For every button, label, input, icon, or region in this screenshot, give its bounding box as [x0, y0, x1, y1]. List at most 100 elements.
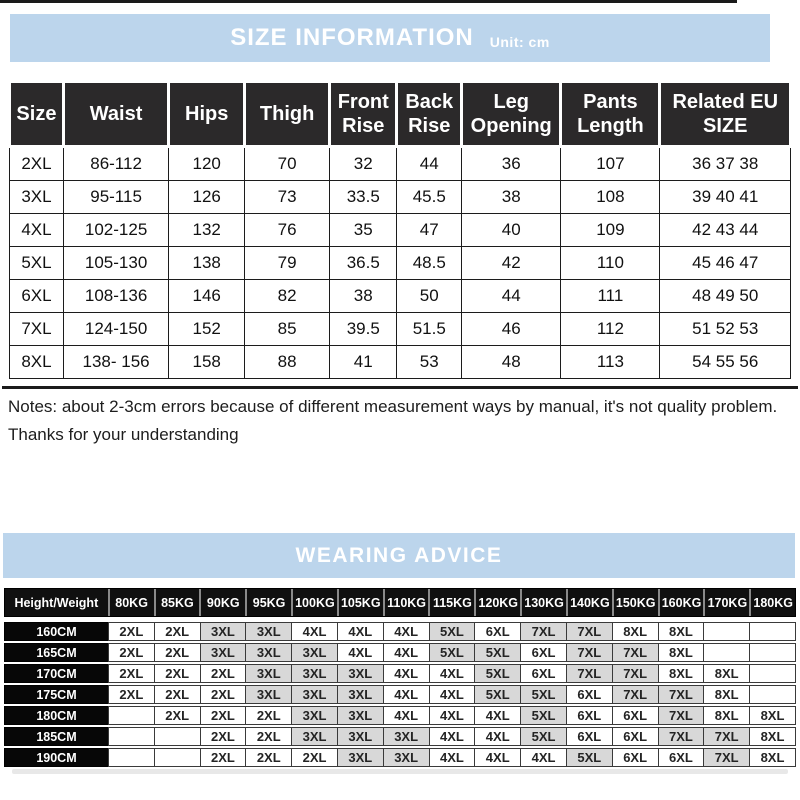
- size-label-cell: 4XL: [9, 213, 64, 247]
- wearing-size-cell: 7XL: [611, 685, 659, 704]
- size-value-cell: 54 55 56: [659, 345, 791, 379]
- wearing-size-cell: 3XL: [291, 706, 338, 725]
- size-value-cell: 36 37 38: [659, 146, 791, 181]
- weight-column-header: 130KG: [522, 589, 568, 616]
- size-column-header: Hips: [167, 80, 247, 148]
- size-value-cell: 95-115: [62, 180, 170, 214]
- wearing-size-cell: 5XL: [474, 664, 522, 683]
- size-table-row: 8XL 138- 156 158 88 41 53 48 113 54 55 56: [9, 345, 791, 379]
- size-value-cell: 39.5: [329, 312, 398, 346]
- wearing-size-cell: 7XL: [657, 727, 705, 746]
- weight-column-header: 180KG: [753, 595, 793, 610]
- size-table-row: 6XL 108-136 146 82 38 50 44 111 48 49 50: [9, 279, 791, 313]
- size-value-cell: 110: [560, 246, 661, 280]
- wearing-size-cell: 5XL: [520, 685, 567, 704]
- wearing-size-cell: 2XL: [153, 622, 201, 641]
- size-value-cell: 107: [560, 146, 661, 181]
- height-row-label: 185CM: [4, 727, 109, 746]
- wearing-size-cell: 8XL: [749, 748, 796, 767]
- size-value-cell: 48 49 50: [659, 279, 791, 313]
- size-value-cell: 113: [560, 345, 661, 379]
- size-label-cell: 5XL: [9, 246, 64, 280]
- wearing-size-cell: 3XL: [245, 685, 293, 704]
- size-value-cell: 47: [396, 213, 463, 247]
- size-value-cell: 38: [329, 279, 398, 313]
- wearing-size-cell: [153, 748, 201, 767]
- size-value-cell: 42: [461, 246, 562, 280]
- wearing-size-cell: 7XL: [565, 664, 613, 683]
- size-value-cell: 152: [168, 312, 246, 346]
- size-table: Size Waist Hips Thigh Front Rise Back Rise Leg…: [8, 80, 792, 379]
- wearing-size-cell: 2XL: [245, 706, 293, 725]
- wearing-size-cell: 6XL: [520, 643, 567, 662]
- wearing-size-cell: [107, 706, 155, 725]
- wearing-size-cell: 3XL: [382, 748, 430, 767]
- wearing-size-cell: 2XL: [107, 643, 155, 662]
- wearing-size-cell: 8XL: [611, 622, 659, 641]
- size-value-cell: 124-150: [62, 312, 170, 346]
- wearing-table-row: 170CM 2XL 2XL 2XL 3XL 3XL 3XL 4XL 4XL 5XL 6XL 7XL 7X…: [4, 664, 796, 683]
- wearing-advice-title: WEARING ADVICE: [295, 543, 503, 567]
- size-value-cell: 40: [461, 213, 562, 247]
- wearing-size-cell: 3XL: [336, 748, 384, 767]
- size-value-cell: 132: [168, 213, 246, 247]
- wearing-size-cell: 5XL: [520, 727, 567, 746]
- size-column-header: Waist: [61, 80, 171, 148]
- size-value-cell: 108: [560, 180, 661, 214]
- section-divider-line: [2, 386, 798, 389]
- wearing-size-cell: 7XL: [657, 685, 705, 704]
- wearing-size-cell: 2XL: [199, 727, 247, 746]
- size-value-cell: 44: [396, 146, 463, 181]
- weight-column-header: 110KG: [385, 589, 431, 616]
- size-value-cell: 38: [461, 180, 562, 214]
- size-label-cell: 8XL: [9, 345, 64, 379]
- wearing-size-cell: 3XL: [336, 664, 384, 683]
- wearing-size-cell: 3XL: [291, 643, 338, 662]
- size-value-cell: 82: [244, 279, 331, 313]
- size-value-cell: 33.5: [329, 180, 398, 214]
- size-table-header-row: Size Waist Hips Thigh Front Rise Back Rise Leg…: [8, 80, 792, 148]
- wearing-size-cell: 6XL: [611, 727, 659, 746]
- wearing-size-cell: 4XL: [382, 685, 430, 704]
- wearing-size-cell: 5XL: [565, 748, 613, 767]
- size-value-cell: 88: [244, 345, 331, 379]
- wearing-size-cell: 3XL: [291, 664, 338, 683]
- wearing-size-cell: 4XL: [428, 664, 476, 683]
- size-value-cell: 50: [396, 279, 463, 313]
- size-value-cell: 158: [168, 345, 246, 379]
- size-column-header: Thigh: [243, 80, 332, 148]
- wearing-size-cell: 5XL: [474, 685, 522, 704]
- wearing-table-row: 180CM 2XL 2XL 2XL 3XL 3XL 4XL 4XL 4XL 5XL 6XL 6XL 7X…: [4, 706, 796, 725]
- wearing-size-cell: 2XL: [153, 643, 201, 662]
- size-value-cell: 46: [461, 312, 562, 346]
- size-column-header: Pants Length: [559, 80, 662, 148]
- size-value-cell: 45 46 47: [659, 246, 791, 280]
- wearing-size-cell: 2XL: [153, 685, 201, 704]
- wearing-size-cell: 8XL: [703, 685, 751, 704]
- wearing-size-cell: 3XL: [199, 622, 247, 641]
- wearing-size-cell: 2XL: [107, 622, 155, 641]
- size-value-cell: 48: [461, 345, 562, 379]
- wearing-size-cell: 7XL: [611, 664, 659, 683]
- size-value-cell: 39 40 41: [659, 180, 791, 214]
- height-weight-header-cell: Height/Weight: [5, 589, 110, 616]
- wearing-size-cell: 2XL: [199, 685, 247, 704]
- size-label-cell: 3XL: [9, 180, 64, 214]
- size-value-cell: 73: [244, 180, 331, 214]
- wearing-size-cell: 5XL: [428, 622, 476, 641]
- wearing-size-cell: 2XL: [199, 748, 247, 767]
- wearing-size-cell: 3XL: [336, 706, 384, 725]
- wearing-size-cell: 4XL: [336, 622, 384, 641]
- size-table-row: 2XL 86-112 120 70 32 44 36 107 36 37 38: [9, 146, 791, 181]
- wearing-table-header-row: Height/Weight 80KG 85KG 90KG 95KG 100KG 105KG 1…: [4, 588, 796, 617]
- size-value-cell: 70: [244, 146, 331, 181]
- size-value-cell: 35: [329, 213, 398, 247]
- wearing-size-cell: 6XL: [611, 706, 659, 725]
- wearing-size-cell: 6XL: [565, 685, 613, 704]
- size-value-cell: 146: [168, 279, 246, 313]
- wearing-size-cell: 7XL: [611, 643, 659, 662]
- wearing-size-cell: 3XL: [336, 685, 384, 704]
- size-value-cell: 76: [244, 213, 331, 247]
- wearing-size-cell: 3XL: [245, 664, 293, 683]
- size-label-cell: 6XL: [9, 279, 64, 313]
